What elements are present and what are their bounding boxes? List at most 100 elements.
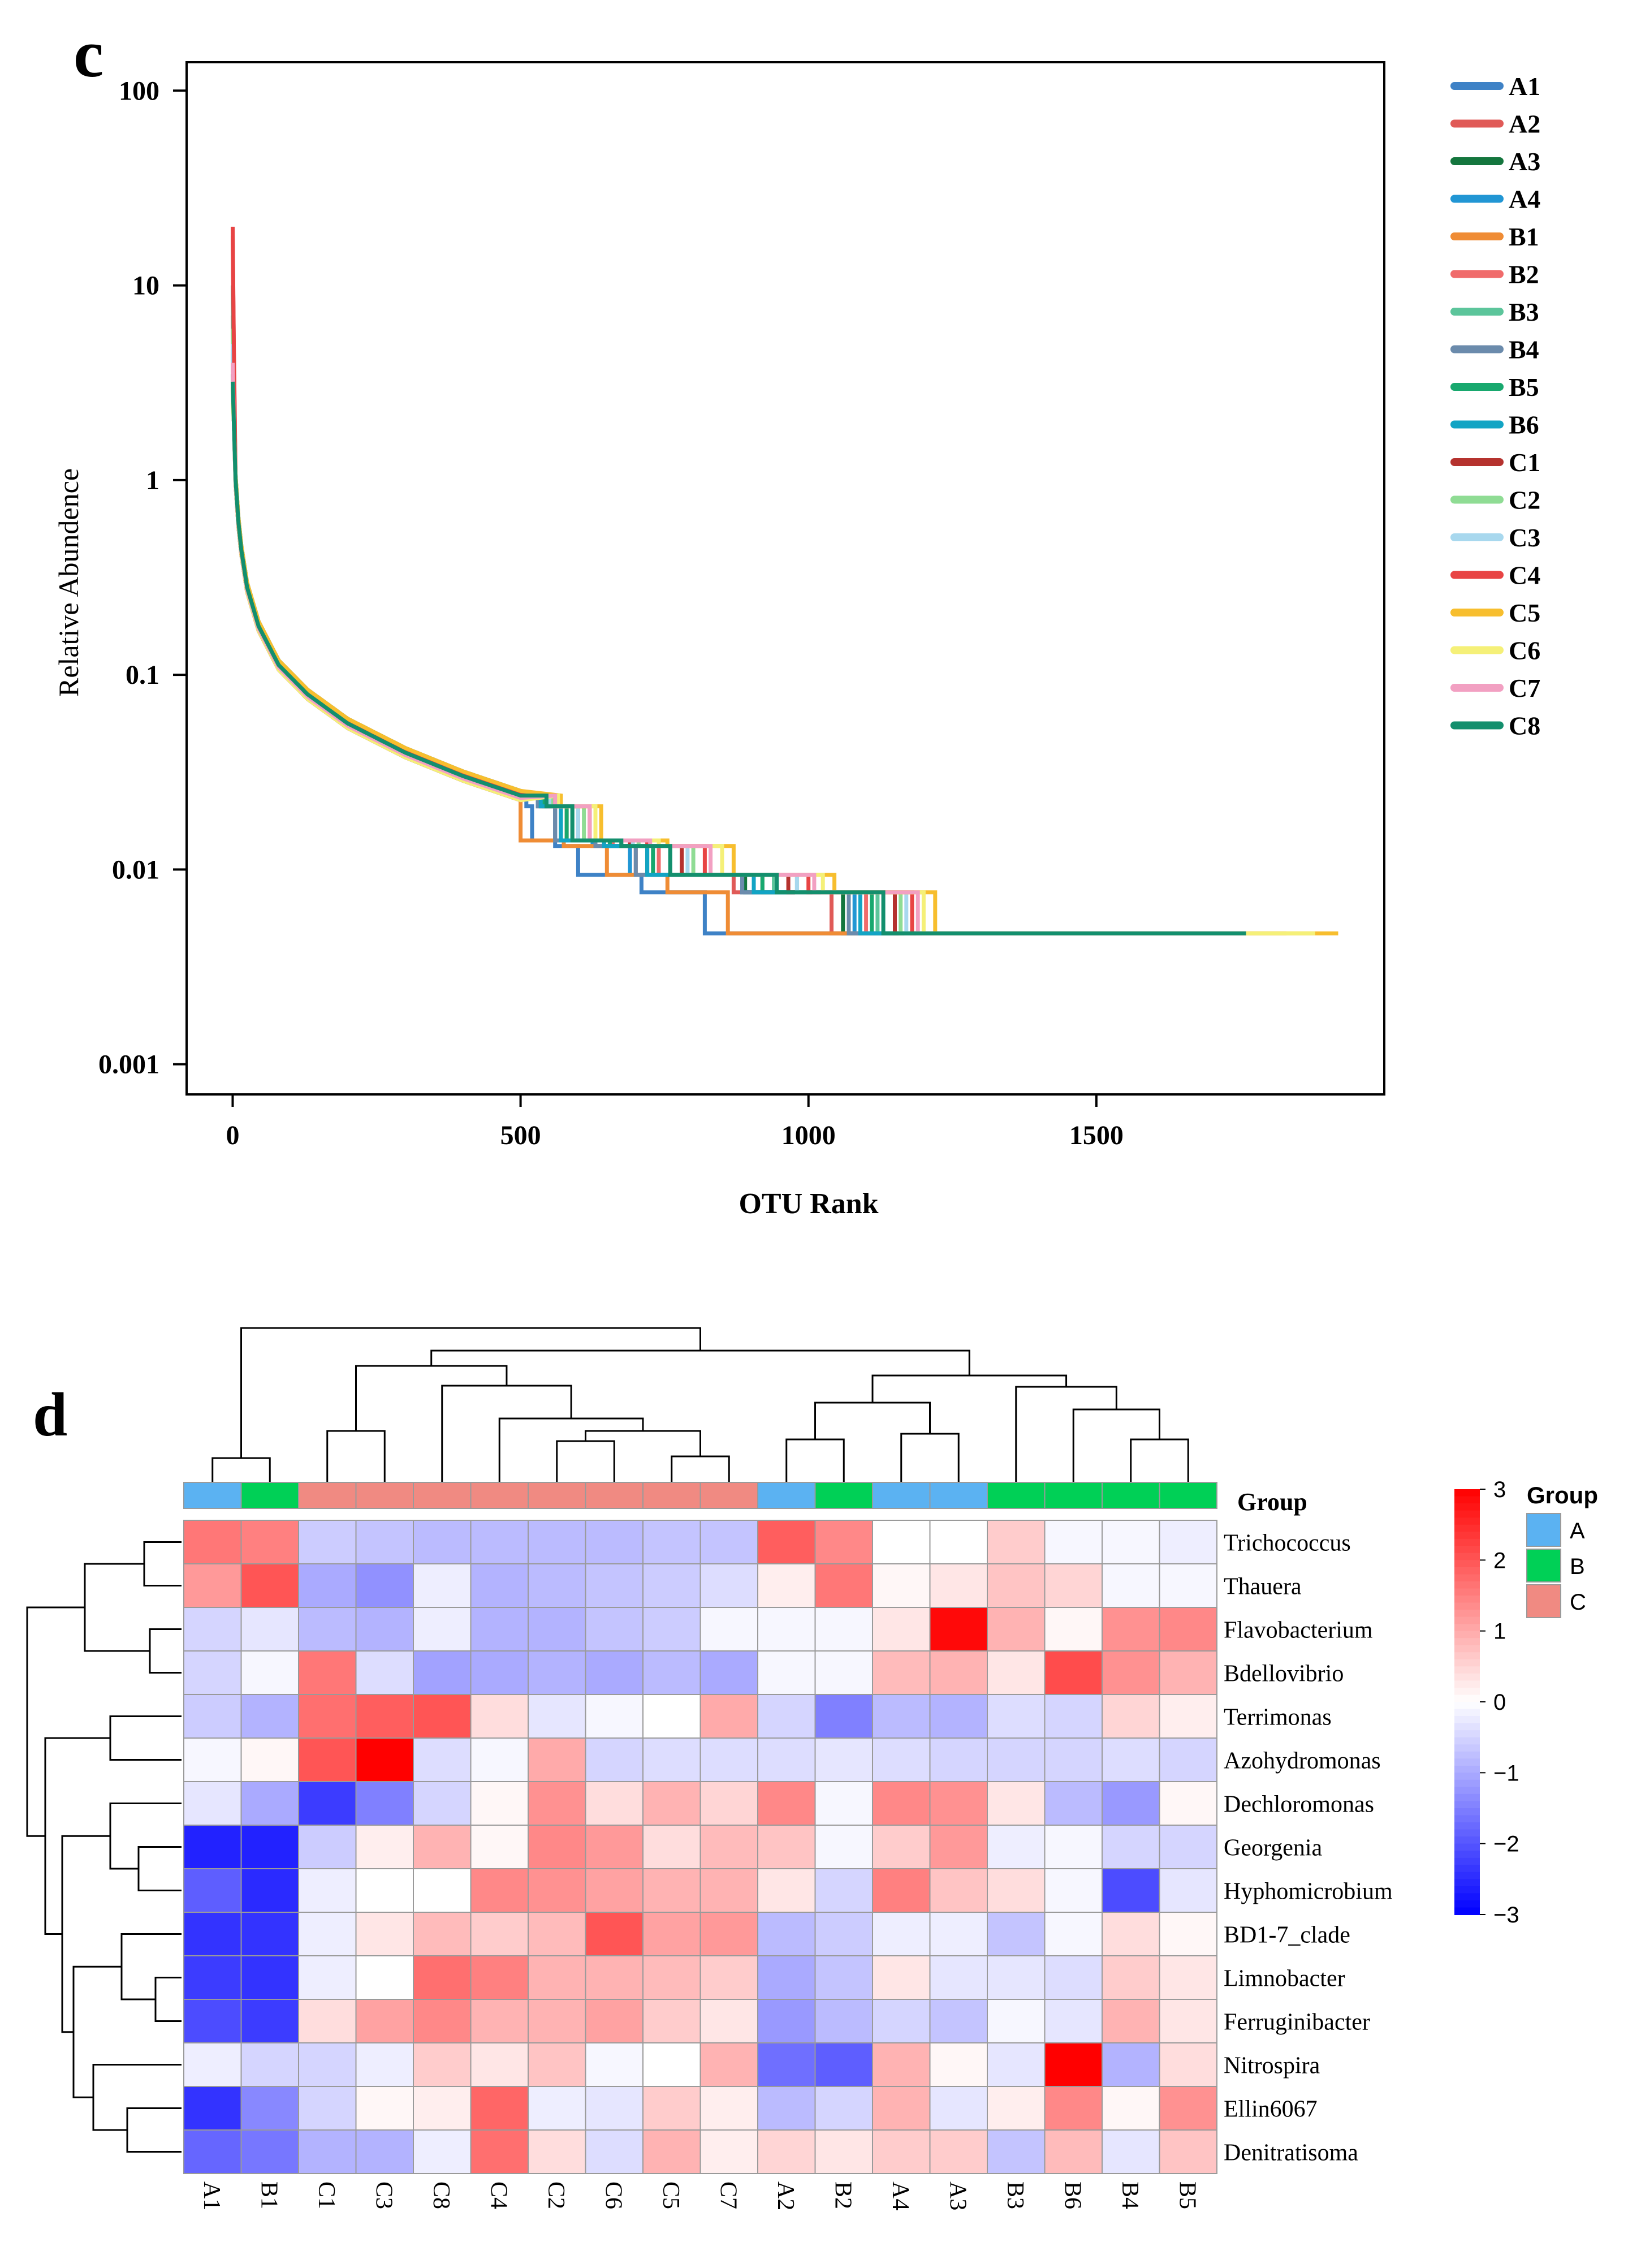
heatmap-cell [642,1781,701,1826]
column-label: C8 [428,2181,454,2209]
column-label: A1 [198,2181,224,2210]
heatmap-cell [1102,1650,1160,1695]
heatmap-cell [298,1650,357,1695]
heatmap-cell [528,1868,586,1913]
color-scale-segment [1454,1659,1480,1667]
color-scale-segment [1454,1645,1480,1653]
heatmap-cell [240,2129,299,2174]
group-cell-c [699,1482,758,1509]
heatmap-cell [585,1781,644,1826]
heatmap-cell [872,1694,931,1739]
heatmap-cell [642,1825,701,1869]
heatmap-cell [413,1650,472,1695]
y-tick-label: 0.1 [126,660,159,690]
heatmap-cell [413,1520,472,1564]
color-scale-segment [1454,1900,1480,1908]
heatmap-cell [298,1868,357,1913]
heatmap-cell [929,1650,988,1695]
color-scale-label: −3 [1493,1903,1519,1928]
heatmap-cell [1102,1694,1160,1739]
heatmap-cell [872,1607,931,1652]
heatmap-cell [814,1563,873,1608]
heatmap-cell [642,1737,701,1782]
panel-d: d Group Trichococcus Thauera Flavobacteriu… [26,1327,1598,2210]
heatmap-cell [470,1737,529,1782]
color-scale-segment [1454,1758,1480,1766]
row-label: Trichococcus [1224,1530,1351,1556]
heatmap-cell [240,2042,299,2087]
heatmap-cell [1159,1694,1217,1739]
heatmap-cell [355,1825,414,1869]
heatmap-cell [699,1650,758,1695]
legend-label: B4 [1509,335,1539,364]
group-cell-b [987,1482,1046,1509]
heatmap-cell [355,1563,414,1608]
heatmap-cell [240,1999,299,2043]
heatmap-cell [470,1607,529,1652]
group-annotation-bar [183,1482,1217,1509]
heatmap-cell [699,1781,758,1826]
heatmap-cell [814,2042,873,2087]
group-cell-a [872,1482,931,1509]
heatmap-cell [413,1781,472,1826]
heatmap-cell [240,2086,299,2131]
group-cell-c [585,1482,644,1509]
heatmap-cell [642,1694,701,1739]
row-label: Flavobacterium [1224,1618,1373,1644]
heatmap-cell [413,1912,472,1956]
legend-label: A4 [1509,185,1540,214]
heatmap-cell [528,1694,586,1739]
heatmap-cell [1102,1607,1160,1652]
color-scale-segment [1454,1524,1480,1533]
heatmap-cell [1159,1607,1217,1652]
series-line-c5 [231,387,1338,935]
color-scale-segment [1454,1709,1480,1717]
heatmap-cell [1159,1999,1217,2043]
heatmap-cell [642,1563,701,1608]
heatmap-cell [528,1825,586,1869]
heatmap-cell [1102,1737,1160,1782]
column-label: B3 [1002,2181,1028,2209]
heatmap-cell [183,2129,242,2174]
heatmap-cell [987,2129,1046,2174]
color-scale-segment [1454,1588,1480,1596]
heatmap-cell [528,1999,586,2043]
column-label: C2 [543,2181,569,2209]
heatmap-cell [1102,1563,1160,1608]
column-label: A3 [944,2181,970,2210]
heatmap-cell [1044,1955,1103,2000]
x-tick-label: 500 [500,1120,541,1150]
heatmap-cell [987,2042,1046,2087]
heatmap-cell [1159,1781,1217,1826]
x-axis-title: OTU Rank [739,1188,878,1220]
color-scale-segment [1454,1624,1480,1632]
heatmap-cell [987,1912,1046,1956]
group-legend-swatch [1526,1549,1561,1583]
heatmap-cell [1044,1563,1103,1608]
heatmap-cell [355,1781,414,1826]
y-axis-title: Relative Abundence [53,468,84,697]
heatmap-cell [987,1520,1046,1564]
heatmap-cell [470,1694,529,1739]
axes: 0 500 1000 1500 100 10 1 0.1 0.01 0.001 [98,76,1124,1150]
group-cell-c [470,1482,529,1509]
group-legend-swatch [1526,1584,1561,1618]
heatmap-cell [872,1520,931,1564]
color-scale-segment [1454,1857,1480,1866]
column-label: C1 [313,2181,339,2209]
panel-c-label: c [74,16,103,91]
heatmap-cell [987,1694,1046,1739]
heatmap-cell [814,1520,873,1564]
heatmap-cell [413,2042,472,2087]
row-label: Ellin6067 [1224,2097,1318,2123]
heatmap-cell [298,1781,357,1826]
row-label: Terrimonas [1224,1705,1332,1731]
heatmap-cell [642,1607,701,1652]
heatmap-cell [240,1781,299,1826]
heatmap-cell [1102,1825,1160,1869]
heatmap-cell [183,1955,242,2000]
heatmap-cell [355,1607,414,1652]
heatmap-cell [528,1955,586,2000]
legend-label: C7 [1509,674,1540,702]
